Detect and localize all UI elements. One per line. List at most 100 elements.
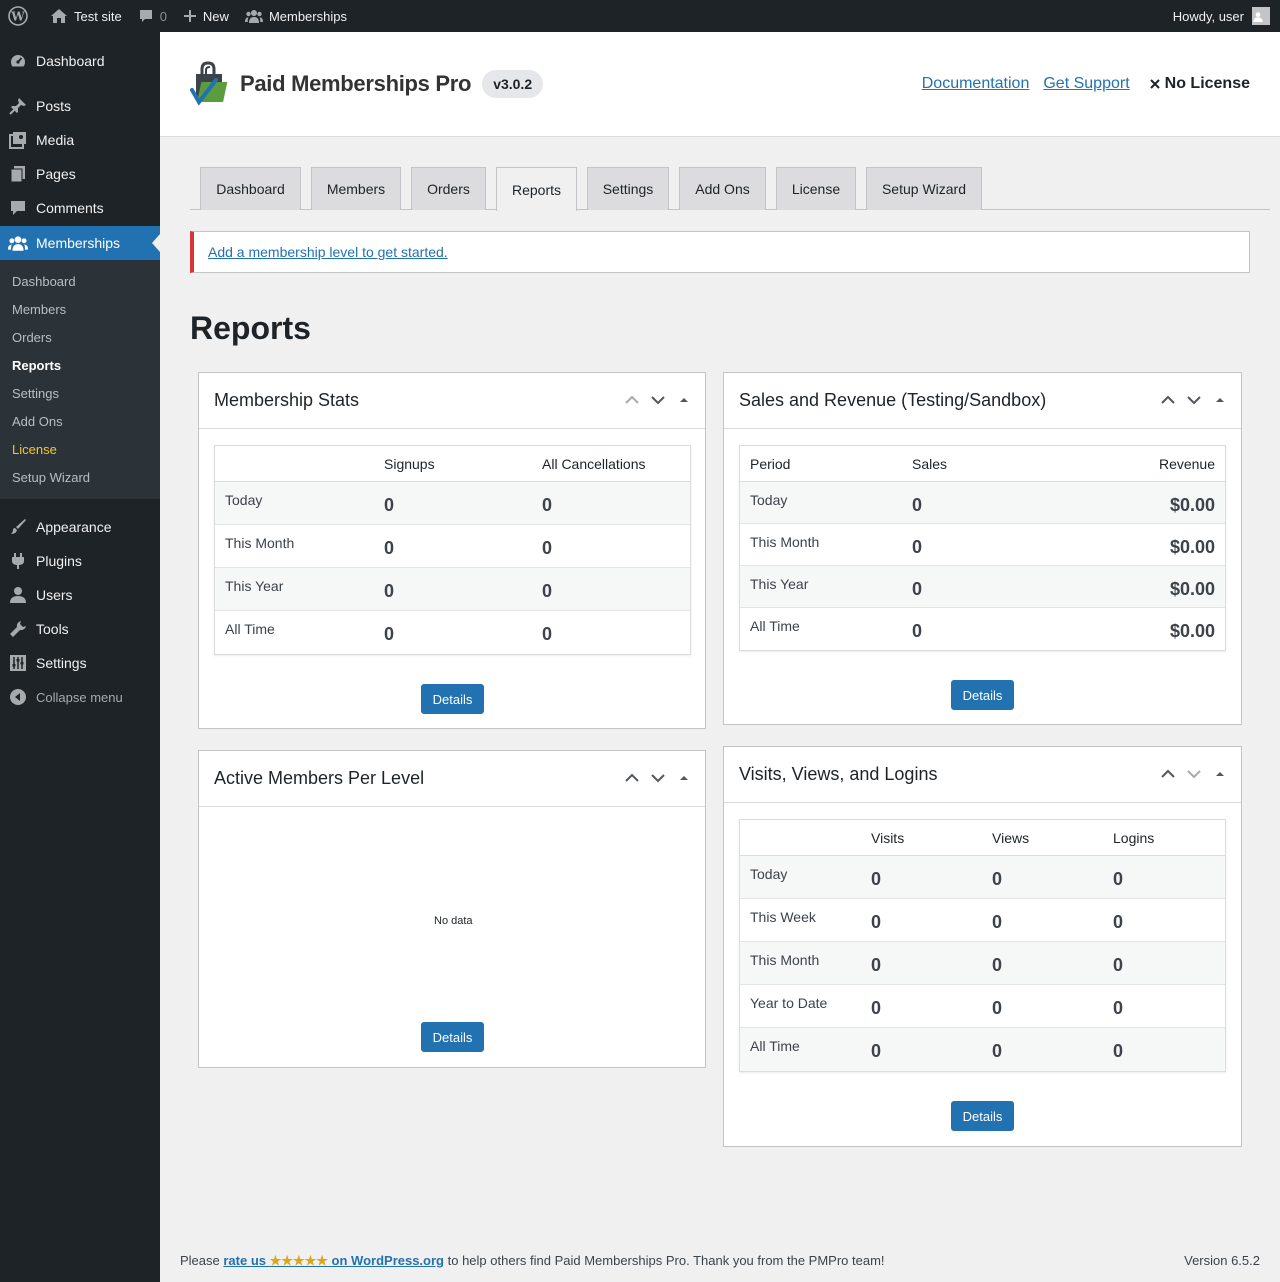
menu-item-plugins[interactable]: Plugins bbox=[0, 544, 160, 578]
submenu-item-license[interactable]: License bbox=[12, 441, 57, 457]
column-header: Signups bbox=[384, 455, 435, 472]
table-row: This Week 0 0 0 bbox=[740, 899, 1225, 942]
logins-value: 0 bbox=[1113, 998, 1124, 1018]
menu-item-appearance[interactable]: Appearance bbox=[0, 510, 160, 544]
new-content-link[interactable]: New bbox=[175, 0, 237, 32]
tab-setup-wizard[interactable]: Setup Wizard bbox=[866, 167, 982, 210]
documentation-link[interactable]: Documentation bbox=[921, 75, 1030, 92]
sales-revenue-details-button[interactable]: Details bbox=[951, 680, 1014, 710]
submenu-item-members[interactable]: Members bbox=[12, 301, 67, 317]
my-account-link[interactable]: Howdy, user bbox=[1165, 0, 1280, 32]
tab-reports[interactable]: Reports bbox=[496, 167, 577, 211]
row-label: This Year bbox=[750, 576, 809, 592]
table-row: All Time 0 $0.00 bbox=[740, 608, 1225, 650]
visits-value: 0 bbox=[871, 1041, 882, 1061]
sales-revenue-table: Period Sales Revenue Today 0 $0.00 This … bbox=[739, 445, 1226, 651]
menu-item-dashboard[interactable]: Dashboard bbox=[0, 44, 160, 78]
memberships-label: Memberships bbox=[268, 8, 347, 24]
logins-value: 0 bbox=[1113, 869, 1124, 889]
toggle-panel-icon[interactable] bbox=[1207, 763, 1233, 785]
brush-icon bbox=[8, 517, 28, 537]
menu-item-memberships[interactable]: Memberships bbox=[0, 226, 160, 260]
tab-members[interactable]: Members bbox=[311, 167, 401, 210]
admin-footer: Please rate us ★★★★★ on WordPress.org to… bbox=[180, 1253, 1260, 1269]
toggle-panel-icon[interactable] bbox=[671, 767, 697, 789]
get-support-link[interactable]: Get Support bbox=[1043, 75, 1130, 92]
submenu-item-orders[interactable]: Orders bbox=[12, 329, 52, 345]
move-up-icon[interactable] bbox=[619, 389, 645, 411]
menu-label: Comments bbox=[36, 200, 104, 216]
error-notice: Add a membership level to get started. bbox=[190, 231, 1250, 273]
move-down-icon[interactable] bbox=[1181, 763, 1207, 785]
collapse-menu-button[interactable]: Collapse menu bbox=[0, 680, 160, 714]
menu-item-posts[interactable]: Posts bbox=[0, 89, 160, 123]
no-license-link[interactable]: No License bbox=[1149, 75, 1250, 93]
media-icon bbox=[8, 130, 28, 150]
footer-text: Please rate us ★★★★★ on WordPress.org to… bbox=[180, 1253, 885, 1269]
comments-link[interactable]: 0 bbox=[130, 0, 175, 32]
memberships-submenu: Dashboard Members Orders Reports Setting… bbox=[0, 260, 160, 499]
move-down-icon[interactable] bbox=[645, 767, 671, 789]
wordpress-logo-icon[interactable]: W bbox=[0, 0, 42, 32]
move-down-icon[interactable] bbox=[1181, 389, 1207, 411]
tab-orders[interactable]: Orders bbox=[411, 167, 486, 210]
move-up-icon[interactable] bbox=[619, 767, 645, 789]
pages-icon bbox=[8, 164, 28, 184]
menu-label: Collapse menu bbox=[36, 689, 123, 705]
views-value: 0 bbox=[992, 869, 1003, 889]
sales-value: 0 bbox=[912, 537, 923, 557]
submenu-item-reports[interactable]: Reports bbox=[12, 357, 62, 373]
pmpro-logo-icon bbox=[190, 61, 228, 106]
move-down-icon[interactable] bbox=[645, 389, 671, 411]
menu-label: Settings bbox=[36, 655, 87, 671]
rate-link-text: rate us bbox=[223, 1253, 267, 1268]
tab-settings[interactable]: Settings bbox=[587, 167, 669, 210]
sales-revenue-box: Sales and Revenue (Testing/Sandbox) Peri… bbox=[723, 372, 1242, 725]
pmpro-logo[interactable]: Paid Memberships Pro bbox=[190, 60, 471, 108]
menu-label: Memberships bbox=[36, 235, 121, 251]
toggle-panel-icon[interactable] bbox=[671, 389, 697, 411]
sliders-icon bbox=[8, 653, 28, 673]
tab-add-ons[interactable]: Add Ons bbox=[679, 167, 766, 210]
menu-item-settings[interactable]: Settings bbox=[0, 646, 160, 680]
membership-stats-details-button[interactable]: Details bbox=[421, 684, 484, 714]
table-row: This Month 0 $0.00 bbox=[740, 524, 1225, 566]
toggle-panel-icon[interactable] bbox=[1207, 389, 1233, 411]
column-header: Period bbox=[750, 455, 791, 472]
cancellations-value: 0 bbox=[542, 538, 553, 558]
views-value: 0 bbox=[992, 955, 1003, 975]
box-title: Visits, Views, and Logins bbox=[739, 764, 938, 784]
main-content: Paid Memberships Pro v3.0.2 Documentatio… bbox=[160, 32, 1280, 1282]
add-level-link[interactable]: Add a membership level to get started. bbox=[208, 244, 448, 260]
row-label: All Time bbox=[225, 621, 275, 637]
tab-dashboard[interactable]: Dashboard bbox=[200, 167, 301, 210]
menu-item-pages[interactable]: Pages bbox=[0, 157, 160, 191]
views-value: 0 bbox=[992, 1041, 1003, 1061]
submenu-item-setup-wizard[interactable]: Setup Wizard bbox=[12, 469, 91, 485]
menu-item-users[interactable]: Users bbox=[0, 578, 160, 612]
rate-us-link[interactable]: rate us ★★★★★ on WordPress.org bbox=[223, 1253, 444, 1268]
column-header: Sales bbox=[912, 455, 948, 472]
table-row: Year to Date 0 0 0 bbox=[740, 985, 1225, 1028]
row-label: This Year bbox=[225, 578, 284, 594]
footer-suffix: to help others find Paid Memberships Pro… bbox=[447, 1253, 885, 1268]
menu-item-media[interactable]: Media bbox=[0, 123, 160, 157]
submenu-item-add-ons[interactable]: Add Ons bbox=[12, 413, 63, 429]
submenu-item-dashboard[interactable]: Dashboard bbox=[12, 273, 76, 289]
tab-license[interactable]: License bbox=[776, 167, 856, 210]
row-label: All Time bbox=[750, 1038, 800, 1054]
move-up-icon[interactable] bbox=[1155, 389, 1181, 411]
memberships-link[interactable]: Memberships bbox=[237, 0, 355, 32]
table-header: Period Sales Revenue bbox=[740, 446, 1225, 482]
move-up-icon[interactable] bbox=[1155, 763, 1181, 785]
menu-item-tools[interactable]: Tools bbox=[0, 612, 160, 646]
views-value: 0 bbox=[992, 998, 1003, 1018]
menu-item-comments[interactable]: Comments bbox=[0, 191, 160, 225]
menu-label: Media bbox=[36, 132, 75, 148]
menu-label: Appearance bbox=[36, 519, 112, 535]
site-name-link[interactable]: Test site bbox=[42, 0, 130, 32]
no-data-text: No data bbox=[434, 915, 473, 927]
active-members-details-button[interactable]: Details bbox=[421, 1022, 484, 1052]
visits-views-logins-details-button[interactable]: Details bbox=[951, 1101, 1014, 1131]
submenu-item-settings[interactable]: Settings bbox=[12, 385, 59, 401]
